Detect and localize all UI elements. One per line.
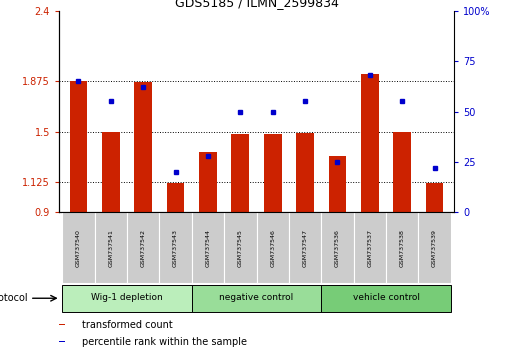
Bar xyxy=(199,152,217,212)
Text: GSM737537: GSM737537 xyxy=(367,229,372,267)
Bar xyxy=(62,285,192,312)
Bar xyxy=(127,212,160,283)
Bar xyxy=(167,183,185,212)
Title: GDS5185 / ILMN_2599834: GDS5185 / ILMN_2599834 xyxy=(174,0,339,10)
Text: GSM737539: GSM737539 xyxy=(432,229,437,267)
Bar xyxy=(62,212,94,283)
Bar xyxy=(296,133,314,212)
Text: GSM737540: GSM737540 xyxy=(76,229,81,267)
Bar xyxy=(419,212,451,283)
Bar xyxy=(134,82,152,212)
Text: GSM737544: GSM737544 xyxy=(205,229,210,267)
Text: GSM737538: GSM737538 xyxy=(400,229,405,267)
Text: percentile rank within the sample: percentile rank within the sample xyxy=(82,337,247,347)
Bar xyxy=(426,183,443,212)
Bar xyxy=(59,324,65,325)
Bar xyxy=(224,212,256,283)
Text: GSM737547: GSM737547 xyxy=(303,229,308,267)
Text: GSM737545: GSM737545 xyxy=(238,229,243,267)
Text: Wig-1 depletion: Wig-1 depletion xyxy=(91,293,163,302)
Bar xyxy=(353,212,386,283)
Bar xyxy=(192,212,224,283)
Text: GSM737543: GSM737543 xyxy=(173,229,178,267)
Text: GSM737546: GSM737546 xyxy=(270,229,275,267)
Bar xyxy=(160,212,192,283)
Bar xyxy=(321,212,353,283)
Bar xyxy=(289,212,321,283)
Bar xyxy=(231,135,249,212)
Text: GSM737542: GSM737542 xyxy=(141,229,146,267)
Bar xyxy=(393,132,411,212)
Bar xyxy=(321,285,451,312)
Text: protocol: protocol xyxy=(0,293,28,303)
Bar xyxy=(386,212,419,283)
Bar xyxy=(192,285,321,312)
Text: transformed count: transformed count xyxy=(82,320,173,330)
Text: negative control: negative control xyxy=(220,293,293,302)
Bar xyxy=(361,74,379,212)
Bar xyxy=(102,132,120,212)
Bar xyxy=(328,156,346,212)
Bar xyxy=(94,212,127,283)
Text: GSM737536: GSM737536 xyxy=(335,229,340,267)
Text: vehicle control: vehicle control xyxy=(352,293,420,302)
Bar xyxy=(70,81,87,212)
Bar xyxy=(264,135,282,212)
Bar xyxy=(256,212,289,283)
Text: GSM737541: GSM737541 xyxy=(108,229,113,267)
Bar xyxy=(59,341,65,342)
